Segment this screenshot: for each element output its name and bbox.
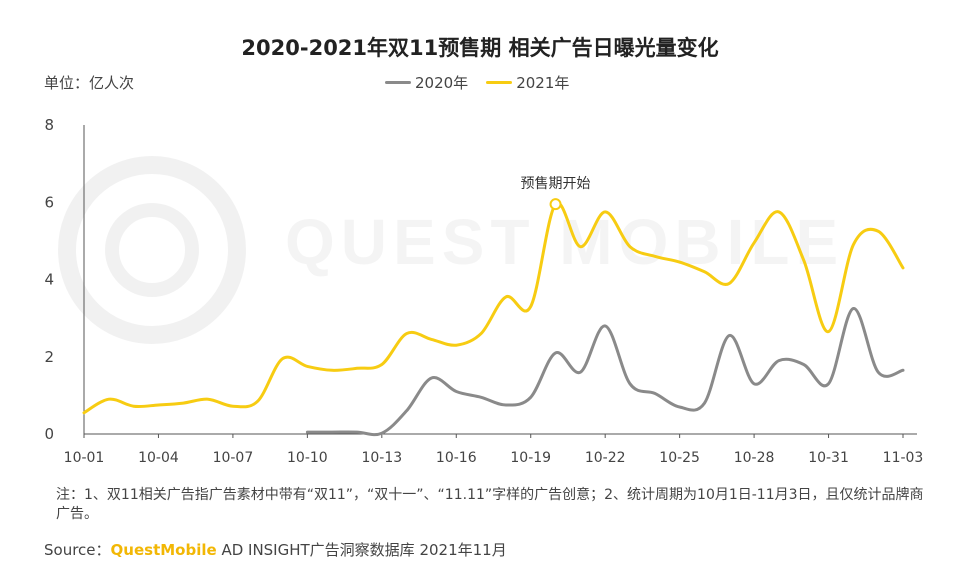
data-point-2021 — [329, 367, 335, 373]
data-point-2021 — [255, 398, 261, 404]
data-point-2021 — [304, 363, 310, 369]
data-point-2021 — [900, 265, 906, 271]
data-point-2021 — [404, 331, 410, 337]
data-point-2020 — [875, 369, 881, 375]
data-point-2021 — [230, 403, 236, 409]
data-point-2021 — [453, 342, 459, 348]
data-point-2021 — [751, 240, 757, 246]
data-point-2021 — [875, 228, 881, 234]
series-2021-line — [82, 201, 905, 415]
data-point-2020 — [577, 369, 583, 375]
data-point-2020 — [701, 400, 707, 406]
data-point-2021 — [280, 356, 286, 362]
data-point-2020 — [453, 389, 459, 395]
data-point-2020 — [826, 381, 832, 387]
y-tick-label: 2 — [44, 348, 54, 366]
data-point-2021 — [205, 396, 211, 402]
source-line: Source：QuestMobile AD INSIGHT广告洞察数据库 202… — [44, 539, 507, 560]
y-tick-label: 4 — [44, 271, 54, 289]
data-point-2021 — [428, 336, 434, 342]
data-point-2020 — [627, 381, 633, 387]
data-point-2021 — [478, 331, 484, 337]
data-point-2020 — [652, 390, 658, 396]
x-tick-label: 10-19 — [510, 450, 551, 466]
data-point-2021 — [180, 400, 186, 406]
data-point-2021 — [106, 396, 112, 402]
data-point-2021 — [155, 402, 161, 408]
x-tick-label: 10-25 — [659, 450, 700, 466]
data-point-2020 — [379, 430, 385, 436]
footnote: 注：1、双11相关广告指广告素材中带有“双11”，“双十一”、“11.11”字样… — [56, 487, 924, 522]
data-point-2021 — [577, 244, 583, 250]
data-point-2020 — [478, 394, 484, 400]
legend-swatch-2020 — [385, 81, 411, 84]
data-point-2020 — [553, 350, 559, 356]
data-point-2021 — [701, 269, 707, 275]
chart-title: 2020-2021年双11预售期 相关广告日曝光量变化 — [241, 36, 719, 60]
annotation-label: 预售期开始 — [521, 176, 591, 192]
data-point-2021 — [826, 329, 832, 335]
x-tick-label: 10-31 — [808, 450, 849, 466]
data-point-2020 — [850, 305, 856, 311]
data-point-2021 — [602, 209, 608, 215]
x-tick-label: 10-28 — [734, 450, 775, 466]
x-tick-label: 10-16 — [436, 450, 477, 466]
y-tick-label: 8 — [44, 116, 54, 134]
line-chart: 0 2 4 6 8 10-01 10-04 10-07 10-10 10-13 10-16 10-19… — [44, 116, 924, 466]
legend-item-2020: 2020年 — [385, 72, 468, 93]
data-point-2020 — [304, 429, 310, 435]
data-point-2021 — [850, 242, 856, 248]
data-point-2020 — [801, 361, 807, 367]
x-tick-label: 10-13 — [361, 450, 402, 466]
x-tick-label: 10-04 — [138, 450, 179, 466]
source-prefix: Source： — [44, 541, 111, 559]
data-point-2021 — [726, 280, 732, 286]
data-point-2021 — [503, 294, 509, 300]
data-point-2021 — [677, 259, 683, 265]
legend-item-2021: 2021年 — [486, 72, 569, 93]
source-brand: QuestMobile — [110, 541, 217, 559]
data-point-2021 — [776, 209, 782, 215]
y-tick-label: 0 — [44, 425, 54, 443]
data-point-2021 — [528, 304, 534, 310]
legend: 2020年 2021年 — [385, 72, 569, 93]
data-point-2021 — [652, 253, 658, 259]
data-point-2020 — [602, 323, 608, 329]
data-point-2020 — [404, 408, 410, 414]
y-tick-label: 6 — [44, 193, 54, 211]
data-point-2021 — [379, 361, 385, 367]
legend-label-2020: 2020年 — [415, 74, 469, 92]
data-point-2020 — [354, 429, 360, 435]
data-point-2021 — [627, 244, 633, 250]
data-point-2020 — [726, 333, 732, 339]
series-2020-line — [305, 306, 905, 437]
x-tick-label: 10-10 — [287, 450, 328, 466]
x-tick-label: 10-07 — [213, 450, 254, 466]
annotation-marker — [549, 198, 562, 211]
data-point-2021 — [354, 365, 360, 371]
x-tick-label: 10-22 — [585, 450, 626, 466]
data-point-2020 — [528, 394, 534, 400]
data-point-2020 — [751, 381, 757, 387]
data-point-2020 — [428, 375, 434, 381]
data-point-2020 — [329, 429, 335, 435]
data-point-2020 — [677, 404, 683, 410]
data-point-2021 — [801, 257, 807, 263]
data-point-2020 — [900, 367, 906, 373]
legend-label-2021: 2021年 — [516, 74, 570, 92]
x-tick-label: 10-01 — [64, 450, 105, 466]
unit-label: 单位：亿人次 — [44, 74, 135, 92]
data-point-2021 — [81, 410, 87, 416]
data-point-2020 — [503, 402, 509, 408]
data-point-2020 — [776, 358, 782, 364]
legend-swatch-2021 — [486, 81, 513, 84]
data-point-2021 — [131, 403, 137, 409]
source-rest: AD INSIGHT广告洞察数据库 2021年11月 — [216, 541, 507, 559]
x-tick-label: 11-03 — [883, 450, 924, 466]
